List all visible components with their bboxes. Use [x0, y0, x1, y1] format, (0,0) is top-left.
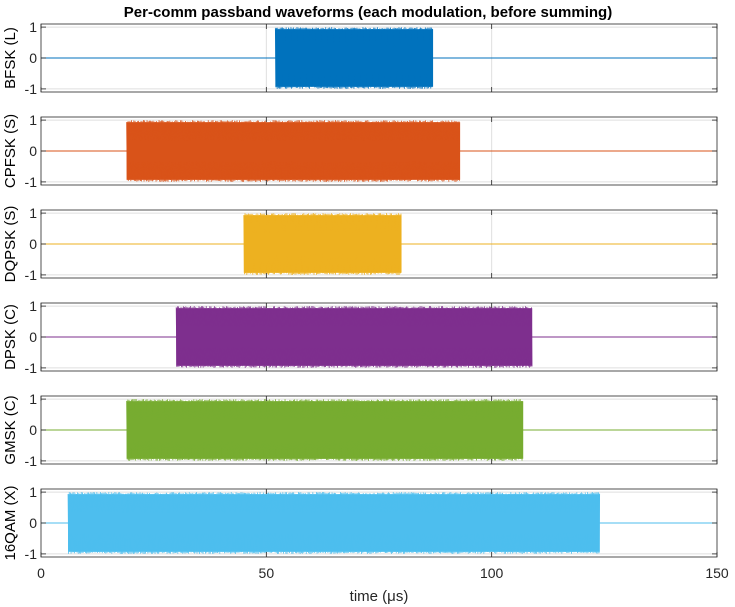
series-waveform — [243, 213, 402, 275]
x-tick-label: 50 — [259, 565, 275, 581]
y-tick-label: 0 — [29, 515, 37, 531]
y-tick-label: 1 — [29, 19, 37, 35]
y-tick-label: 1 — [29, 112, 37, 128]
x-tick-label: 100 — [480, 565, 504, 581]
y-tick-label: 1 — [29, 298, 37, 314]
chart-title: Per-comm passband waveforms (each modula… — [124, 4, 612, 21]
panel-2: -1 0 1 CPFSK (S) — [2, 112, 718, 190]
y-axis-label: CPFSK (S) — [2, 114, 19, 188]
panel-6: -1 0 1 16QAM (X) — [2, 484, 718, 562]
y-tick-label: -1 — [25, 453, 38, 469]
y-axis-label: BFSK (L) — [2, 27, 19, 89]
panel-5: -1 0 1 GMSK (C) — [2, 391, 718, 469]
series-waveform — [274, 27, 433, 89]
y-tick-label: 0 — [29, 422, 37, 438]
y-tick-label: -1 — [25, 81, 38, 97]
y-tick-label: 1 — [29, 484, 37, 500]
y-tick-label: -1 — [25, 546, 38, 562]
y-tick-label: 0 — [29, 50, 37, 66]
y-tick-label: 0 — [29, 143, 37, 159]
y-axis-label: 16QAM (X) — [2, 485, 19, 560]
series-waveform — [67, 492, 601, 554]
y-tick-label: -1 — [25, 267, 38, 283]
y-tick-label: -1 — [25, 360, 38, 376]
y-axis-label: DPSK (C) — [2, 304, 19, 370]
y-tick-label: 0 — [29, 236, 37, 252]
x-axis-label: time (μs) — [350, 588, 409, 605]
series-waveform — [175, 306, 533, 368]
series-waveform — [126, 120, 461, 182]
x-tick-label: 0 — [37, 565, 45, 581]
y-axis-label: GMSK (C) — [2, 395, 19, 464]
y-tick-label: 1 — [29, 391, 37, 407]
x-tick-label: 150 — [705, 565, 729, 581]
y-tick-label: 0 — [29, 329, 37, 345]
y-axis-label: DQPSK (S) — [2, 206, 19, 283]
y-tick-label: 1 — [29, 205, 37, 221]
series-waveform — [126, 399, 524, 461]
panel-3: -1 0 1 DQPSK (S) — [2, 205, 718, 283]
y-tick-label: -1 — [25, 174, 38, 190]
panel-1: -1 0 1 BFSK (L) — [2, 19, 718, 97]
panel-4: -1 0 1 DPSK (C) — [2, 298, 718, 376]
